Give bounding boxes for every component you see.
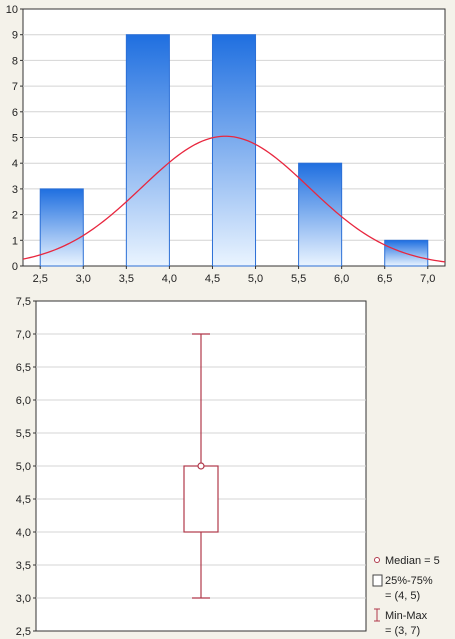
histogram-y-tick-label: 2 [12, 210, 18, 222]
histogram-bar [39, 188, 84, 267]
boxplot-y-tick-label: 3,5 [16, 560, 31, 572]
histogram-y-tick-label: 8 [12, 55, 18, 67]
boxplot-y-tick-label: 3,0 [16, 593, 31, 605]
histogram-x-tick-label: 5,0 [248, 273, 263, 285]
legend-label: = (3, 7) [385, 625, 420, 637]
histogram-y-tick-label: 0 [12, 261, 18, 273]
legend-median-marker [374, 557, 380, 563]
histogram-y-tick-label: 7 [12, 81, 18, 93]
boxplot-y-tick-label: 6,0 [16, 395, 31, 407]
histogram-bar [298, 162, 343, 267]
boxplot-y-tick-label: 7,5 [16, 296, 31, 308]
histogram-x-tick-label: 2,5 [33, 273, 48, 285]
boxplot-y-tick-label: 4,5 [16, 494, 31, 506]
histogram-bars [39, 34, 429, 267]
histogram-y-tick-label: 5 [12, 133, 18, 145]
histogram-x-tick-label: 4,5 [205, 273, 220, 285]
legend-box-marker [372, 574, 383, 587]
normal-curve [22, 135, 446, 263]
boxplot-y-tick-label: 6,5 [16, 362, 31, 374]
histogram-x-tick-label: 5,5 [291, 273, 306, 285]
histogram-x-tick-label: 6,0 [334, 273, 349, 285]
histogram-x-tick-label: 3,5 [119, 273, 134, 285]
legend-label: 25%-75% [385, 575, 433, 587]
histogram-bar [125, 34, 170, 267]
median-marker [197, 462, 205, 470]
histogram-y-tick-label: 1 [12, 235, 18, 247]
iqr-box [183, 465, 219, 533]
histogram-y-tick-label: 4 [12, 158, 18, 170]
histogram-x-tick-label: 6,5 [377, 273, 392, 285]
boxplot-y-ticks: 2,5 3,0 3,5 4,0 4,5 5,0 5,5 6,0 6,5 7,0 7,5 [16, 296, 36, 638]
histogram-x-ticks: 2,5 3,0 3,5 4,0 4,5 5,0 5,5 6,0 6,5 7,0 [33, 266, 435, 285]
histogram-x-tick-label: 4,0 [162, 273, 177, 285]
box-plot-chart: 2,5 3,0 3,5 4,0 4,5 5,0 5,5 6,0 6,5 7,0 7,5 Median… [16, 296, 440, 638]
boxplot-y-tick-label: 5,0 [16, 461, 31, 473]
boxplot-y-tick-label: 4,0 [16, 527, 31, 539]
histogram-x-tick-label: 7,0 [420, 273, 435, 285]
histogram-y-tick-label: 10 [6, 4, 18, 16]
histogram-y-ticks: 0 1 2 3 4 5 6 7 8 9 10 [6, 4, 23, 273]
boxplot-y-tick-label: 5,5 [16, 428, 31, 440]
histogram-y-tick-label: 3 [12, 184, 18, 196]
boxplot-legend: Median = 5 25%-75% = (4, 5) Min-Max = (3, 7) [372, 555, 440, 637]
histogram-chart: 0 1 2 3 4 5 6 7 8 9 10 2,5 3,0 3,5 4,0 4,5 5,0 5,5 6,0 6,5… [6, 4, 446, 285]
histogram-x-tick-label: 3,0 [76, 273, 91, 285]
legend-label: Min-Max [385, 610, 428, 622]
legend-label: Median = 5 [385, 555, 440, 567]
boxplot-y-tick-label: 2,5 [16, 626, 31, 638]
histogram-y-tick-label: 6 [12, 107, 18, 119]
histogram-bar [211, 34, 257, 267]
legend-label: = (4, 5) [385, 590, 420, 602]
box-and-whisker [183, 333, 219, 599]
histogram-y-tick-label: 9 [12, 30, 18, 42]
boxplot-y-tick-label: 7,0 [16, 329, 31, 341]
